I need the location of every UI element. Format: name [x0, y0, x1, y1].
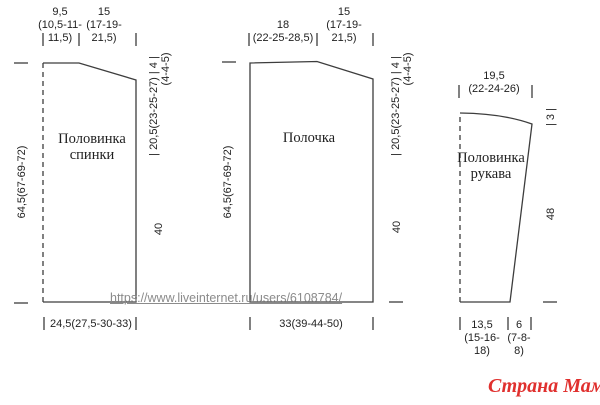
sleeve-bottom-width-main: 13,5 (15-16- 18): [464, 319, 500, 357]
front-shoulder-slope: (4-4-5): [402, 52, 414, 86]
back-piece-outline: [43, 62, 137, 303]
measure-ticks-bottom: [43, 317, 532, 330]
front-top-width-neck: 15 (17-19- 21,5): [326, 6, 362, 44]
reference-dashes: [14, 61, 557, 304]
front-piece-outline: [249, 60, 374, 303]
sleeve-side-height: 48: [545, 207, 557, 221]
back-lower-height: 40: [153, 222, 165, 236]
sleeve-piece-label: Половинка рукава: [457, 150, 525, 182]
front-armhole-depth: | 20,5(23-25-27) | 4 |: [390, 56, 402, 156]
measure-ticks-top: [42, 33, 533, 98]
back-top-width-shoulder: 9,5 (10,5-11- 11,5): [38, 6, 82, 44]
back-top-width-neck: 15 (17-19- 21,5): [86, 6, 122, 44]
sleeve-cap-height: | 3 |: [545, 108, 557, 126]
front-top-width-shoulder: 18 (22-25-28,5): [252, 19, 314, 44]
front-side-height: 64,5(67-69-72): [222, 145, 234, 219]
front-piece-label: Полочка: [282, 130, 336, 146]
watermark-url: https://www.liveinternet.ru/users/610878…: [110, 291, 343, 305]
sleeve-piece-outline: [459, 112, 533, 303]
brand-logo-text: Страна Мам: [488, 375, 600, 397]
back-bottom-width: 24,5(27,5-30-33): [50, 318, 132, 330]
back-side-height: 64,5(67-69-72): [16, 145, 28, 219]
sleeve-bottom-width-slant: 6 (7-8- 8): [507, 319, 531, 357]
front-bottom-width: 33(39-44-50): [279, 318, 343, 330]
sleeve-top-width: 19,5 (22-24-26): [468, 70, 520, 95]
front-lower-height: 40: [391, 220, 403, 234]
back-piece-label: Половинка спинки: [58, 131, 126, 163]
back-shoulder-slope: (4-4-5): [160, 52, 172, 86]
